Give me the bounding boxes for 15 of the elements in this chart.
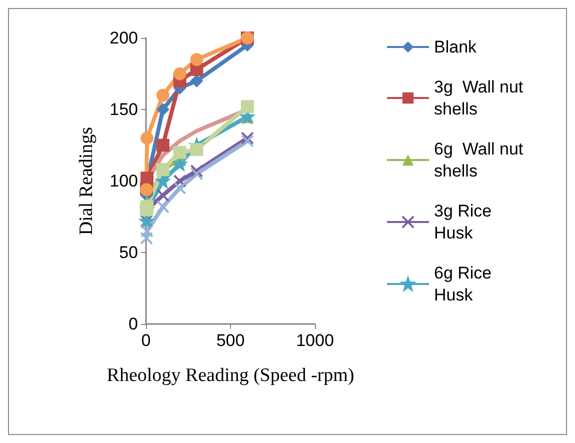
x-axis-title: Rheology Reading (Speed -rpm)	[106, 365, 354, 386]
legend-label: 6g Wall nut shells	[434, 140, 528, 180]
y-tick-label: 0	[128, 314, 138, 334]
y-tick-label: 50	[119, 243, 138, 262]
legend-label: 3g Rice Husk	[434, 202, 496, 242]
x-tick-label: 0	[141, 331, 151, 350]
x-tick-label: 1000	[296, 331, 334, 350]
legend-label: Blank	[434, 38, 478, 56]
legend-label: 3g Wall nut shells	[434, 78, 528, 118]
y-axis-title: Dial Readings	[76, 126, 97, 236]
y-tick-label: 200	[110, 28, 138, 48]
x-tick-label: 500	[216, 331, 245, 350]
y-tick-label: 150	[110, 100, 138, 119]
legend-label: 6g Rice Husk	[434, 264, 496, 304]
y-tick-label: 100	[110, 172, 138, 190]
